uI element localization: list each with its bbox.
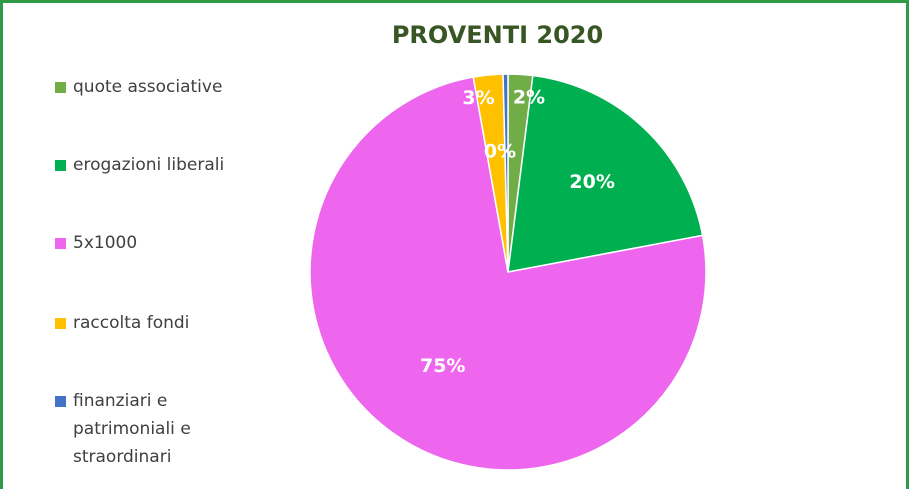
data-label-finanziari: 0% xyxy=(484,141,516,163)
legend-swatch xyxy=(55,82,66,93)
legend-item-erogazioni-liberali: erogazioni liberali xyxy=(55,151,255,179)
data-label-raccolta-fondi: 3% xyxy=(462,87,494,109)
legend-swatch xyxy=(55,318,66,329)
data-label-quote-associative: 2% xyxy=(513,87,545,109)
chart-title: PROVENTI 2020 xyxy=(391,21,604,49)
pie-slice-finanziari xyxy=(502,73,509,273)
legend-label: erogazioni liberali xyxy=(73,155,225,175)
legend-item-finanziari: finanziari e patrimoniali e straordinari xyxy=(55,387,225,471)
legend-label: quote associative xyxy=(73,77,223,97)
legend-item-5x1000: 5x1000 xyxy=(55,229,255,257)
legend-item-quote-associative: quote associative xyxy=(55,73,255,101)
data-label-erogazioni-liberali: 20% xyxy=(569,171,614,193)
legend-swatch xyxy=(55,396,66,407)
legend-item-raccolta-fondi: raccolta fondi xyxy=(55,309,255,337)
legend-label: raccolta fondi xyxy=(73,313,190,333)
legend-swatch xyxy=(55,238,66,249)
legend-swatch xyxy=(55,160,66,171)
data-label-5x1000: 75% xyxy=(420,355,465,377)
legend-label: 5x1000 xyxy=(73,233,138,253)
legend-label: finanziari e patrimoniali e straordinari xyxy=(73,391,191,467)
pie-slice-erogazioni-liberali xyxy=(507,74,704,273)
pie-slice-5x1000 xyxy=(309,76,707,471)
